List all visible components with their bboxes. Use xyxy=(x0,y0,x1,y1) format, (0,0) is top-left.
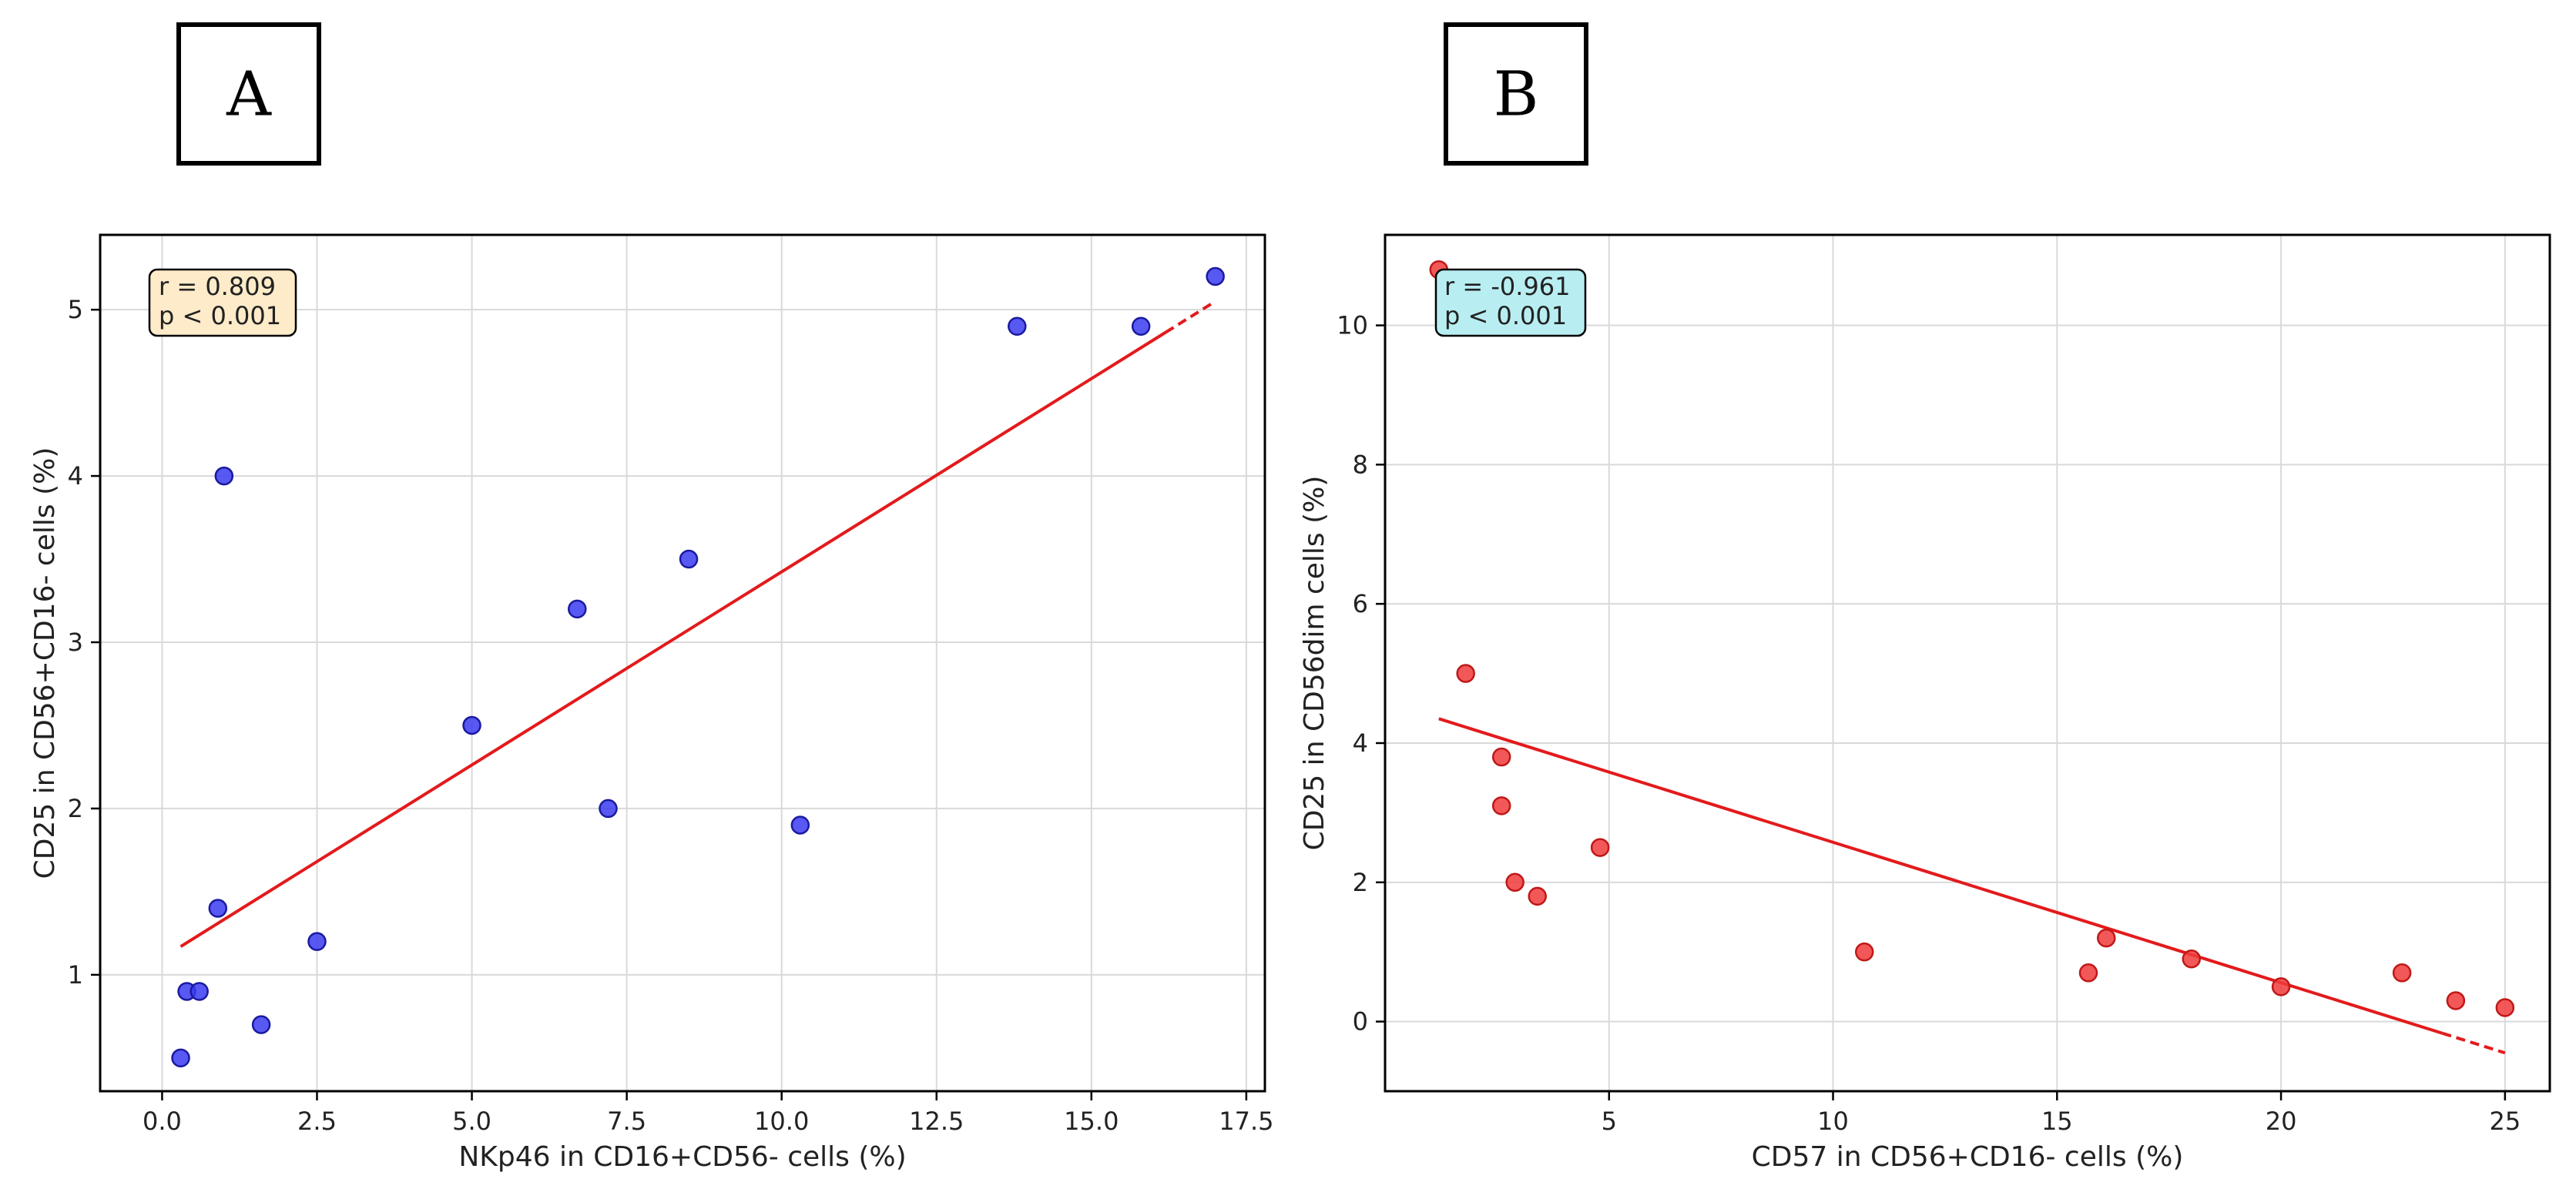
panel-b-ytick-label: 8 xyxy=(1353,450,1368,479)
panel-a-xlabel: NKp46 in CD16+CD56- cells (%) xyxy=(458,1141,906,1173)
panel-a-xtick-label: 12.5 xyxy=(909,1107,964,1136)
panel-b-ylabel: CD25 in CD56dim cells (%) xyxy=(1299,476,1330,851)
panel-a-data-point xyxy=(568,599,587,619)
panel-b-ytick-label: 0 xyxy=(1353,1007,1368,1037)
panel-a-data-point xyxy=(208,899,228,918)
panel-b-ytick-label: 6 xyxy=(1353,589,1368,618)
panel-a-grid xyxy=(100,235,1265,1091)
panel-a-data-point xyxy=(214,466,234,486)
panel-b-xtick-label: 15 xyxy=(2041,1107,2073,1136)
panel-a-data-point xyxy=(190,982,209,1001)
panel-a-data-point xyxy=(599,799,618,819)
panel-b-data-point xyxy=(2182,949,2202,969)
panel-b-ytick-label: 10 xyxy=(1337,311,1368,340)
panel-a-data-point xyxy=(679,549,699,569)
panel-b-ytick-label: 2 xyxy=(1353,868,1368,897)
panel-b-data-point xyxy=(2078,963,2098,983)
panel-a-fit xyxy=(179,300,1216,948)
panel-a-xtick-label: 15.0 xyxy=(1064,1107,1119,1136)
panel-b-data-point xyxy=(2271,977,2291,996)
panel-a-data-point xyxy=(462,715,481,735)
panel-a-ytick-label: 5 xyxy=(68,295,83,324)
panel-a-xtick-label: 2.5 xyxy=(297,1107,337,1136)
panel-b-annotation: r = -0.961 p < 0.001 xyxy=(1434,268,1587,337)
panel-a-points xyxy=(171,266,1225,1068)
panel-a-annotation-box xyxy=(148,268,297,337)
panel-a-data-point xyxy=(171,1048,190,1068)
panel-a-fit-line xyxy=(179,330,1167,948)
panel-a-xtick-label: 17.5 xyxy=(1219,1107,1273,1136)
panel-b-label-box xyxy=(1444,22,1588,166)
panel-b-label: B xyxy=(1494,59,1539,130)
panel-b-data-point xyxy=(2392,963,2412,983)
panel-a-ytick-label: 3 xyxy=(68,628,83,657)
panel-b-data-point xyxy=(1528,886,1547,906)
panel-b-annotation-r: r = -0.961 xyxy=(1444,272,1570,301)
panel-a-ylabel: CD25 in CD56+CD16- cells (%) xyxy=(29,447,61,879)
panel-a-data-point xyxy=(307,932,327,951)
panel-b-data-point xyxy=(1491,796,1511,816)
panel-b-frame xyxy=(1384,233,2551,1093)
panel-b-data-point xyxy=(1491,747,1511,767)
panel-b-data-point xyxy=(1505,872,1524,893)
panel-a-xtick-label: 10.0 xyxy=(754,1107,809,1136)
panel-b-annotation-box xyxy=(1434,268,1587,337)
panel-b-xtick-label: 25 xyxy=(2489,1107,2521,1136)
panel-a-xtick-label: 7.5 xyxy=(607,1107,646,1136)
panel-b-fit xyxy=(1438,717,2506,1055)
panel-a-annotation-p: p < 0.001 xyxy=(159,301,281,330)
panel-a-label-box xyxy=(176,22,321,166)
panel-a-data-point xyxy=(251,1015,271,1034)
panel-a-xtick-label: 0.0 xyxy=(143,1107,182,1136)
panel-b-fit-line-dashed xyxy=(2441,1031,2506,1055)
panel-b-points xyxy=(1429,260,2515,1017)
panel-a: A 0.0 2.5 5.0 7.5 10.0 12.5 15.0 17.5 1 2 3 4 5 r = … xyxy=(29,22,1274,1173)
panel-a-annotation-r: r = 0.809 xyxy=(159,272,276,301)
panel-b-data-point xyxy=(2097,928,2116,948)
panel-a-ytick-label: 1 xyxy=(68,960,83,990)
panel-b-data-point xyxy=(2495,998,2515,1017)
panel-a-frame xyxy=(99,233,1266,1093)
panel-b-data-point xyxy=(2446,991,2466,1010)
panel-b-xtick-label: 20 xyxy=(2266,1107,2297,1136)
panel-b-annotation-p: p < 0.001 xyxy=(1444,301,1567,330)
panel-b-data-point xyxy=(1590,838,1610,857)
panel-a-ytick-label: 2 xyxy=(68,794,83,823)
panel-a-xtick-label: 5.0 xyxy=(452,1107,491,1136)
panel-a-data-point xyxy=(1131,316,1151,337)
panel-b-data-point xyxy=(1456,664,1475,683)
panel-a-data-point xyxy=(790,816,810,835)
panel-b-ytick-label: 4 xyxy=(1353,728,1368,758)
panel-a-data-point xyxy=(1008,316,1027,337)
panel-a-annotation: r = 0.809 p < 0.001 xyxy=(148,268,297,337)
panel-a-data-point xyxy=(1206,266,1225,286)
panel-a-fit-line-dashed xyxy=(1165,300,1216,334)
panel-b-fit-line xyxy=(1438,717,2444,1035)
panel-a-ticks: 0.0 2.5 5.0 7.5 10.0 12.5 15.0 17.5 1 2 3 4 5 xyxy=(68,295,1274,1136)
panel-b-data-point xyxy=(1854,942,1874,962)
panel-a-label: A xyxy=(226,59,272,130)
panel-b-xtick-label: 10 xyxy=(1817,1107,1849,1136)
panel-b-xtick-label: 5 xyxy=(1602,1107,1617,1136)
panel-b-xlabel: CD57 in CD56+CD16- cells (%) xyxy=(1752,1141,2184,1173)
panel-a-ytick-label: 4 xyxy=(68,461,83,491)
panel-b-ticks: 5 10 15 20 25 0 2 4 6 8 10 xyxy=(1337,311,2521,1136)
panel-b-grid xyxy=(1385,235,2550,1091)
